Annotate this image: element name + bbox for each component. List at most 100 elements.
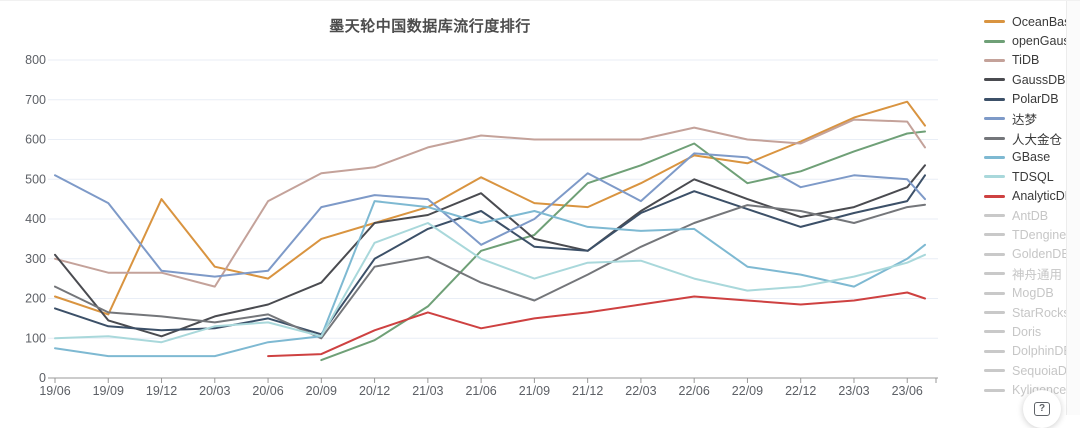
legend-item-Doris[interactable]: Doris [984, 322, 1076, 341]
x-axis-label: 19/09 [93, 384, 124, 398]
legend-label: GoldenDB [1012, 247, 1070, 262]
legend-item-AnalyticDB[interactable]: AnalyticDB [984, 187, 1076, 206]
legend-label: MogDB [1012, 286, 1054, 301]
legend-line-swatch [984, 155, 1005, 159]
y-axis-label: 0 [39, 371, 46, 385]
legend-line-swatch [984, 97, 1005, 101]
legend-item-人大金仓[interactable]: 人大金仓 [984, 128, 1076, 147]
scrollbar-track[interactable] [1066, 1, 1080, 415]
legend-line-swatch [984, 214, 1005, 218]
legend-line-swatch [984, 136, 1005, 140]
legend-item-AntDB[interactable]: AntDB [984, 206, 1076, 225]
series-line-TiDB [54, 118, 926, 288]
legend-item-PolarDB[interactable]: PolarDB [984, 90, 1076, 109]
x-axis-label: 21/09 [519, 384, 550, 398]
series-line-TDSQL [54, 222, 926, 344]
legend-item-TiDB[interactable]: TiDB [984, 51, 1076, 70]
legend-item-SequoiaDB[interactable]: SequoiaDB [984, 361, 1076, 380]
legend-item-DolphinDB[interactable]: DolphinDB [984, 342, 1076, 361]
legend-line-swatch [984, 388, 1005, 392]
x-axis-label: 20/09 [306, 384, 337, 398]
x-axis-label: 21/03 [412, 384, 443, 398]
page: { "page": { "help_label": "?" }, "chart_… [0, 0, 1080, 416]
legend-item-StarRocks[interactable]: StarRocks [984, 303, 1076, 322]
legend-item-OceanBase[interactable]: OceanBase [984, 12, 1078, 31]
legend-label: TDengine [1012, 227, 1067, 242]
legend-item-GBase[interactable]: GBase [984, 148, 1076, 167]
legend-item-GoldenDB[interactable]: GoldenDB [984, 245, 1076, 264]
legend-line-swatch [984, 175, 1005, 179]
series-line-AnalyticDB [267, 291, 926, 358]
x-axis-label: 22/09 [732, 384, 763, 398]
chart-area: 墨天轮中国数据库流行度排行 19/06 19/09 19/12 20/03 20/06 2… [0, 1, 960, 415]
series-line-OceanBase [54, 100, 926, 316]
x-axis-label: 19/06 [39, 384, 70, 398]
series-line-人大金仓 [54, 203, 926, 340]
legend-label: GaussDB [1012, 72, 1066, 87]
legend-label: AntDB [1012, 208, 1049, 223]
legend-label: 达梦 [1012, 113, 1038, 128]
help-button[interactable]: ? [1023, 390, 1061, 428]
line-chart-plot: 19/06 19/09 19/12 20/03 20/06 20/09 20/12 21/03… [25, 53, 938, 398]
legend-item-GaussDB[interactable]: GaussDB [984, 70, 1076, 89]
legend-label: 神舟通用 [1012, 268, 1063, 283]
legend-label: AnalyticDB [1012, 189, 1074, 204]
legend-line-swatch [984, 233, 1005, 237]
legend-line-swatch [984, 20, 1005, 24]
x-axis-label: 20/06 [252, 384, 283, 398]
legend-line-swatch [984, 311, 1005, 315]
chart-legend: OceanBase openGauss TiDB GaussDB PolarDB 达梦人大… [984, 12, 1078, 400]
legend-label: Doris [1012, 324, 1042, 339]
legend-line-swatch [984, 252, 1005, 256]
legend-item-MogDB[interactable]: MogDB [984, 283, 1076, 302]
y-axis-label: 500 [25, 172, 46, 186]
series-line-达梦 [54, 152, 926, 278]
legend-line-swatch [984, 78, 1005, 82]
x-axis-label: 23/06 [892, 384, 923, 398]
legend-label: StarRocks [1012, 305, 1070, 320]
legend-item-TDengine[interactable]: TDengine [984, 225, 1076, 244]
legend-item-神舟通用[interactable]: 神舟通用 [984, 264, 1076, 283]
legend-line-swatch [984, 291, 1005, 295]
y-axis-label: 100 [25, 331, 46, 345]
legend-line-swatch [984, 39, 1005, 43]
series-line-PolarDB [54, 174, 926, 336]
legend-label: openGauss [1012, 34, 1076, 49]
x-axis-label: 22/06 [679, 384, 710, 398]
x-axis-label: 21/06 [465, 384, 496, 398]
legend-item-达梦[interactable]: 达梦 [984, 109, 1076, 128]
legend-label: TiDB [1012, 53, 1040, 68]
legend-label: SequoiaDB [1012, 363, 1076, 378]
x-axis-label: 20/03 [199, 384, 230, 398]
legend-label: DolphinDB [1012, 344, 1072, 359]
x-axis-label: 22/03 [625, 384, 656, 398]
y-axis-label: 600 [25, 133, 46, 147]
x-axis-label: 19/12 [146, 384, 177, 398]
legend-line-swatch [984, 369, 1005, 373]
legend-line-swatch [984, 330, 1005, 334]
legend-line-swatch [984, 194, 1005, 198]
legend-label: GBase [1012, 150, 1051, 165]
legend-line-swatch [984, 117, 1005, 121]
legend-label: TDSQL [1012, 169, 1054, 184]
y-axis-label: 700 [25, 93, 46, 107]
y-axis-label: 300 [25, 252, 46, 266]
chart-title: 墨天轮中国数据库流行度排行 [329, 18, 531, 35]
y-axis-label: 200 [25, 292, 46, 306]
legend-item-TDSQL[interactable]: TDSQL [984, 167, 1076, 186]
x-axis-label: 20/12 [359, 384, 390, 398]
x-axis-label: 21/12 [572, 384, 603, 398]
legend-label: OceanBase [1012, 14, 1078, 29]
legend-line-swatch [984, 58, 1005, 62]
series-line-GBase [54, 200, 926, 358]
series-line-openGauss [320, 130, 926, 362]
series-line-GaussDB [54, 164, 926, 338]
y-axis-label: 800 [25, 53, 46, 67]
legend-label: PolarDB [1012, 92, 1059, 107]
x-axis-label: 22/12 [785, 384, 816, 398]
legend-label: 人大金仓 [1012, 132, 1063, 147]
legend-line-swatch [984, 349, 1005, 353]
legend-item-openGauss[interactable]: openGauss [984, 31, 1076, 50]
x-axis-label: 23/03 [838, 384, 869, 398]
y-axis-label: 400 [25, 212, 46, 226]
